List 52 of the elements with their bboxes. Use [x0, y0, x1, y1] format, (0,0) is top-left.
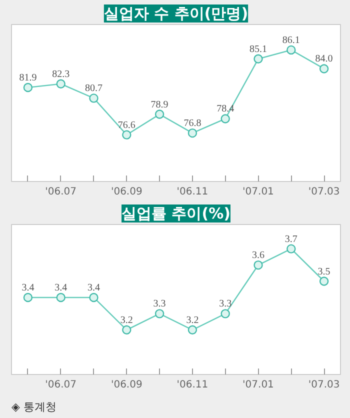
point: [23, 82, 33, 92]
x-tick-label: '07.01: [242, 380, 274, 390]
point: [122, 130, 132, 140]
point: [56, 292, 66, 302]
data-label: 3.4: [88, 282, 100, 294]
data-label: 3.2: [186, 314, 199, 326]
point: [188, 325, 198, 334]
point: [220, 309, 230, 318]
point: [56, 79, 66, 88]
point: [286, 244, 296, 254]
x-tick-label: '06.09: [110, 186, 142, 198]
point: [89, 292, 98, 302]
data-label: 3.3: [219, 298, 232, 310]
point: [122, 325, 132, 334]
data-label: 81.9: [19, 72, 37, 84]
point: [319, 276, 329, 286]
x-tick-label: '07.03: [308, 186, 340, 198]
point: [89, 94, 98, 103]
point: [254, 54, 263, 64]
data-label: 76.8: [184, 118, 202, 130]
data-label: 76.6: [118, 120, 136, 131]
x-tick-label: '06.07: [45, 380, 77, 390]
point: [220, 114, 230, 124]
data-label: 3.4: [54, 282, 68, 294]
x-tick-label: '06.11: [176, 380, 208, 390]
data-label: 86.1: [282, 34, 300, 46]
point: [286, 45, 296, 55]
data-label: 3.4: [22, 282, 34, 294]
x-tick-label: '07.03: [308, 380, 340, 390]
text: ◈ 통계청: [12, 400, 56, 414]
point: [188, 128, 198, 138]
x-tick-label: '06.07: [45, 186, 77, 198]
data-label: 3.2: [120, 314, 133, 326]
data-label: 82.3: [52, 68, 70, 80]
x-tick-label: '07.01: [242, 186, 274, 198]
data-label: 3.7: [284, 234, 298, 245]
chart-title: 실업자 수 추이(만명): [104, 4, 248, 22]
point: [319, 64, 329, 74]
x-tick-label: '06.11: [176, 186, 208, 198]
x-tick-label: '06.09: [110, 380, 142, 390]
data-label: 78.9: [150, 99, 168, 110]
point: [154, 309, 164, 318]
data-label: 80.7: [85, 83, 102, 94]
point: [23, 292, 33, 302]
point: [254, 260, 263, 270]
data-label: 84.0: [315, 54, 333, 65]
data-label: 3.3: [153, 298, 166, 310]
data-label: 3.5: [318, 266, 330, 278]
chart-title: 실업률 추이(%): [122, 204, 230, 222]
point: [154, 110, 164, 119]
data-label: 85.1: [250, 44, 267, 55]
data-label: 3.6: [252, 250, 264, 262]
